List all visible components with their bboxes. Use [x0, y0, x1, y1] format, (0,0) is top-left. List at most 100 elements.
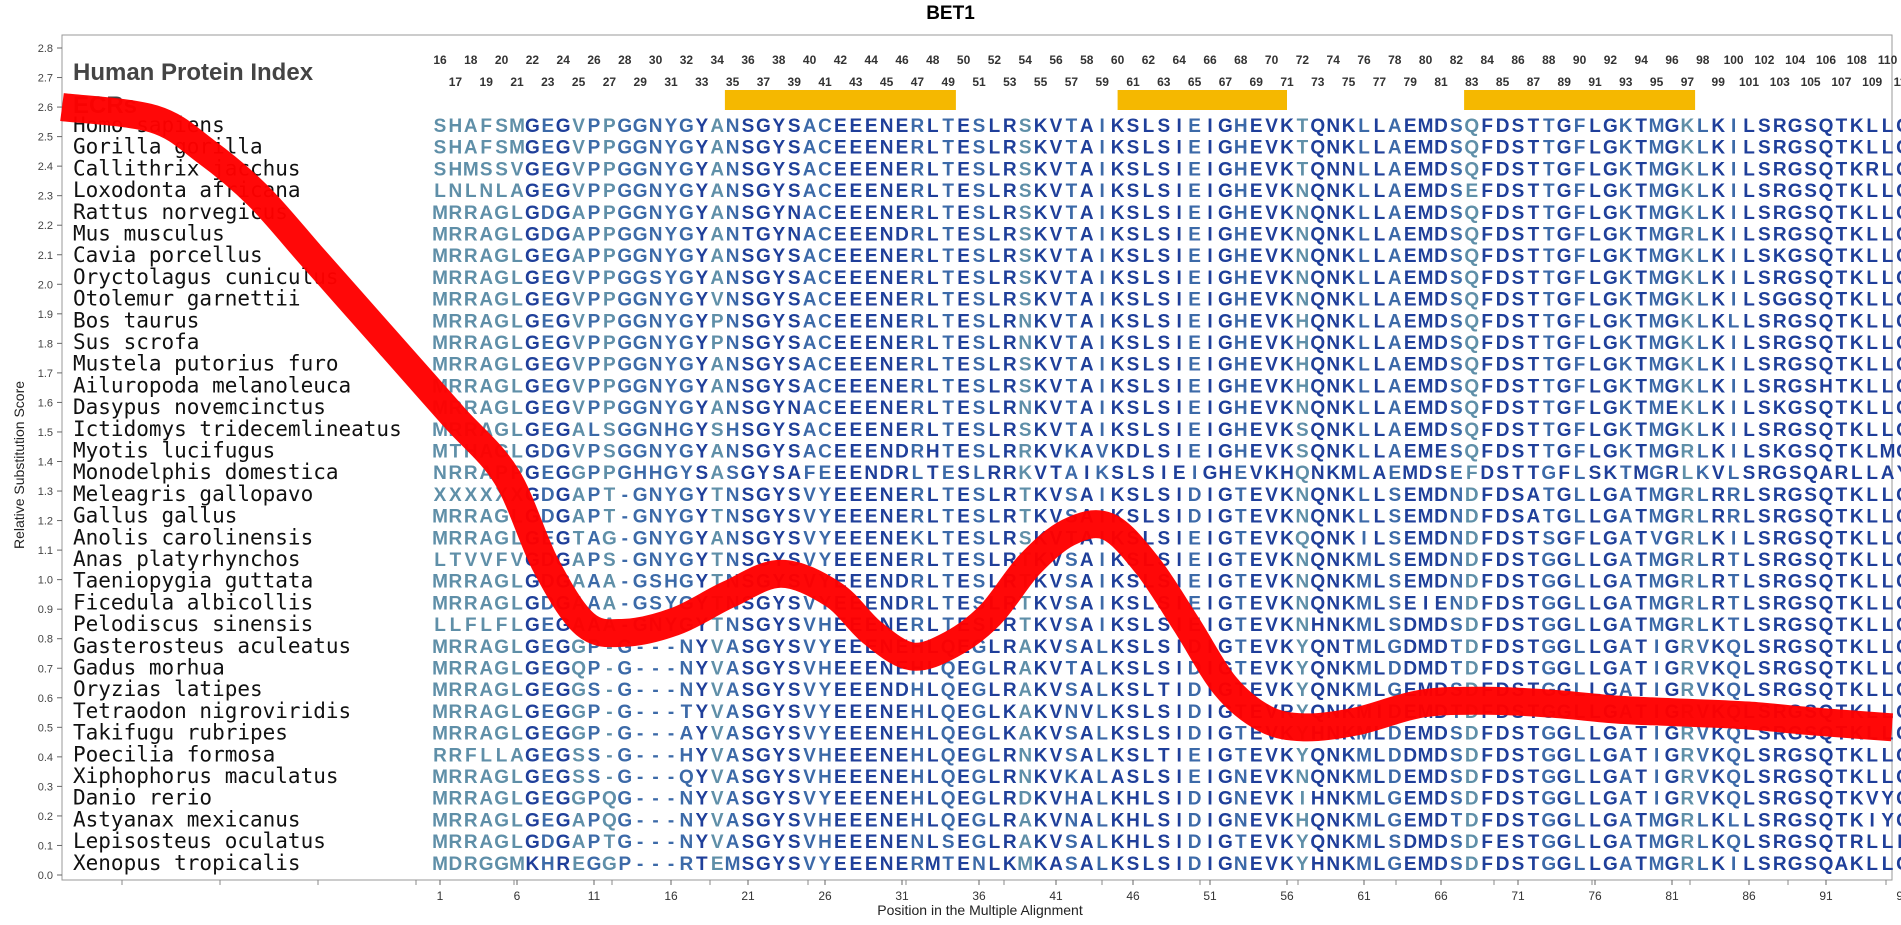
residue: K [1681, 311, 1695, 332]
residue: N [1326, 680, 1340, 701]
residue: D [895, 680, 909, 701]
residue: E [1404, 485, 1417, 506]
residue: L [1096, 810, 1108, 831]
residue: L [1743, 767, 1755, 788]
residue: T [450, 550, 462, 571]
residue: G [617, 789, 632, 810]
residue: F [1481, 550, 1493, 571]
residue: S [1296, 442, 1309, 463]
residue: I [1177, 268, 1182, 289]
residue: A [1080, 138, 1094, 159]
residue: D [1434, 181, 1448, 202]
residue: V [1265, 225, 1278, 246]
residue: I [1207, 767, 1212, 788]
residue: G [1665, 745, 1680, 766]
residue: C [818, 246, 832, 267]
residue: E [957, 572, 970, 593]
residue: Y [695, 420, 708, 441]
residue: I [1177, 485, 1182, 506]
residue: K [1342, 593, 1356, 614]
residue: A [1619, 745, 1633, 766]
residue: L [927, 333, 939, 354]
human-index-number: 29 [634, 75, 648, 89]
residue: Q [1819, 485, 1834, 506]
residue: T [604, 832, 616, 853]
residue: F [1481, 159, 1493, 180]
residue: X [464, 485, 477, 506]
human-index-number: 37 [757, 75, 771, 89]
residue: L [1374, 225, 1386, 246]
residue: A [710, 355, 724, 376]
residue: T [1066, 290, 1078, 311]
residue: Q [1310, 116, 1325, 137]
residue: K [1034, 507, 1048, 528]
residue: N [649, 376, 663, 397]
residue: G [494, 854, 509, 875]
residue: E [1404, 398, 1417, 419]
residue: E [1404, 767, 1417, 788]
residue: A [1018, 637, 1032, 658]
species-name: Dasypus novemcinctus [73, 395, 326, 419]
residue: S [742, 376, 755, 397]
residue: L [1866, 225, 1878, 246]
residue: V [1050, 376, 1063, 397]
residue: S [1512, 528, 1525, 549]
residue: E [541, 724, 554, 745]
residue: G [494, 420, 509, 441]
residue: V [1265, 159, 1278, 180]
residue: - [637, 810, 643, 831]
residue: D [1434, 159, 1448, 180]
residue: N [649, 420, 663, 441]
residue: T [1635, 485, 1647, 506]
residue: L [1882, 593, 1894, 614]
residue: G [525, 789, 540, 810]
residue: T [1543, 203, 1555, 224]
residue: S [1157, 637, 1170, 658]
residue: G [679, 203, 694, 224]
residue: Q [1464, 376, 1479, 397]
residue: G [494, 528, 509, 549]
residue: - [652, 767, 658, 788]
residue: G [556, 181, 571, 202]
residue: K [1850, 311, 1864, 332]
residue: E [711, 854, 724, 875]
residue: D [1465, 724, 1479, 745]
residue: - [606, 680, 612, 701]
residue: N [1296, 290, 1310, 311]
residue: A [1388, 376, 1402, 397]
residue: D [1496, 789, 1510, 810]
residue: K [1850, 442, 1864, 463]
residue: R [449, 810, 463, 831]
human-index-number: 110 [1878, 53, 1898, 67]
residue: L [1743, 550, 1755, 571]
human-index-number: 43 [849, 75, 863, 89]
residue: E [896, 745, 909, 766]
residue: F [1574, 290, 1586, 311]
residue: K [1681, 420, 1695, 441]
residue: G [1218, 181, 1233, 202]
residue: L [1866, 745, 1878, 766]
residue: R [464, 724, 478, 745]
residue: D [1465, 832, 1479, 853]
residue: R [1773, 745, 1787, 766]
residue: S [1758, 810, 1771, 831]
residue: N [1326, 116, 1340, 137]
residue: G [556, 311, 571, 332]
residue: T [1543, 159, 1555, 180]
residue: A [479, 810, 493, 831]
residue: R [1773, 832, 1787, 853]
residue: L [989, 420, 1001, 441]
residue: K [1850, 659, 1864, 680]
residue: M [432, 572, 448, 593]
residue: C [1896, 810, 1901, 831]
residue: D [1434, 398, 1448, 419]
residue: G [633, 311, 648, 332]
residue: A [803, 159, 817, 180]
residue: A [710, 528, 724, 549]
residue: R [449, 832, 463, 853]
residue: R [1681, 615, 1695, 636]
residue: - [622, 528, 628, 549]
residue: L [927, 789, 939, 810]
residue: K [1342, 376, 1356, 397]
residue: G [679, 268, 694, 289]
